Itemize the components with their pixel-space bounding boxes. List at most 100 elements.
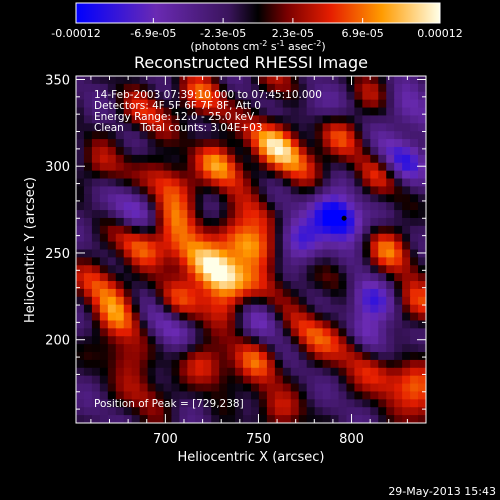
heatmap-cell — [107, 146, 117, 156]
heatmap-cell — [227, 233, 236, 243]
colorbar-tick-label: -2.3e-05 — [200, 27, 246, 40]
heatmap-cell — [219, 312, 228, 322]
heatmap-cell — [211, 170, 220, 180]
heatmap-cell — [107, 304, 117, 314]
heatmap-cell — [131, 76, 141, 85]
heatmap-cell — [410, 336, 419, 345]
heatmap-cell — [131, 312, 141, 322]
heatmap-cell — [330, 375, 340, 385]
heatmap-cell — [346, 249, 355, 258]
heatmap-cell — [282, 383, 292, 393]
heatmap-cell — [115, 336, 125, 345]
heatmap-cell — [402, 320, 411, 329]
heatmap-cell — [203, 210, 212, 219]
heatmap-cell — [386, 383, 395, 393]
heatmap-cell — [203, 273, 212, 282]
heatmap-cell — [123, 131, 133, 140]
heatmap-cell — [139, 178, 149, 188]
heatmap-cell — [203, 352, 212, 361]
heatmap-cell — [147, 91, 157, 101]
heatmap-cell — [338, 367, 348, 377]
heatmap-cell — [123, 123, 133, 132]
heatmap-cell — [354, 257, 363, 266]
heatmap-cell — [282, 359, 292, 369]
heatmap-cell — [155, 407, 165, 416]
heatmap-cell — [314, 99, 324, 109]
heatmap-cell — [179, 194, 188, 203]
heatmap-cell — [394, 146, 403, 156]
heatmap-cell — [290, 83, 300, 93]
heatmap-cell — [282, 91, 292, 101]
heatmap-cell — [258, 375, 268, 385]
heatmap-cell — [330, 146, 340, 156]
heatmap-cell — [386, 391, 395, 400]
heatmap-cell — [378, 312, 387, 322]
heatmap-cell — [115, 399, 125, 408]
heatmap-cell — [306, 352, 316, 361]
heatmap-cell — [76, 383, 85, 393]
heatmap-cell — [83, 336, 93, 345]
heatmap-cell — [346, 139, 355, 148]
heatmap-cell — [274, 91, 284, 101]
heatmap-cell — [386, 91, 395, 101]
heatmap-cell — [171, 265, 180, 274]
heatmap-cell — [235, 210, 244, 219]
heatmap-cell — [76, 359, 85, 369]
heatmap-cell — [251, 415, 260, 423]
heatmap-cell — [243, 383, 252, 393]
heatmap-cell — [179, 375, 188, 385]
heatmap-cell — [251, 367, 260, 377]
heatmap-cell — [386, 415, 395, 423]
heatmap-cell — [274, 241, 284, 251]
heatmap-cell — [274, 107, 284, 117]
heatmap-cell — [378, 320, 387, 329]
heatmap-cell — [306, 115, 316, 124]
heatmap-cell — [179, 383, 188, 393]
heatmap-cell — [330, 336, 340, 345]
heatmap-cell — [251, 91, 260, 101]
heatmap-cell — [76, 344, 85, 353]
heatmap-cell — [338, 265, 348, 274]
heatmap-cell — [370, 328, 379, 337]
heatmap-cell — [123, 312, 133, 322]
heatmap-cell — [266, 399, 276, 408]
heatmap-cell — [362, 186, 371, 195]
heatmap-cell — [139, 312, 149, 322]
heatmap-cell — [322, 336, 332, 345]
heatmap-cell — [330, 139, 340, 148]
heatmap-cell — [91, 281, 101, 290]
heatmap-cell — [76, 399, 85, 408]
heatmap-cell — [131, 344, 141, 353]
heatmap-cell — [107, 296, 117, 306]
heatmap-cell — [402, 99, 411, 109]
heatmap-cell — [179, 265, 188, 274]
heatmap-cell — [266, 76, 276, 85]
heatmap-cell — [243, 170, 252, 180]
heatmap-cell — [251, 304, 260, 314]
heatmap-cell — [123, 76, 133, 85]
heatmap-cell — [386, 273, 395, 282]
heatmap-cell — [235, 336, 244, 345]
heatmap-cell — [76, 407, 85, 416]
heatmap-cell — [203, 415, 212, 423]
heatmap-cell — [402, 257, 411, 266]
heatmap-cell — [163, 391, 173, 400]
heatmap-cell — [163, 383, 173, 393]
heatmap-cell — [139, 249, 149, 258]
heatmap-cell — [370, 217, 379, 227]
heatmap-cell — [211, 146, 220, 156]
heatmap-cell — [235, 186, 244, 195]
heatmap-cell — [386, 217, 395, 227]
heatmap-cell — [155, 99, 165, 109]
heatmap-cell — [338, 123, 348, 132]
heatmap-cell — [274, 76, 284, 85]
heatmap-cell — [123, 107, 133, 117]
heatmap-cell — [370, 76, 379, 85]
heatmap-cell — [195, 186, 204, 195]
heatmap-cell — [211, 273, 220, 282]
heatmap-cell — [362, 249, 371, 258]
heatmap-cell — [418, 107, 426, 117]
heatmap-cell — [83, 170, 93, 180]
heatmap-cell — [418, 249, 426, 258]
